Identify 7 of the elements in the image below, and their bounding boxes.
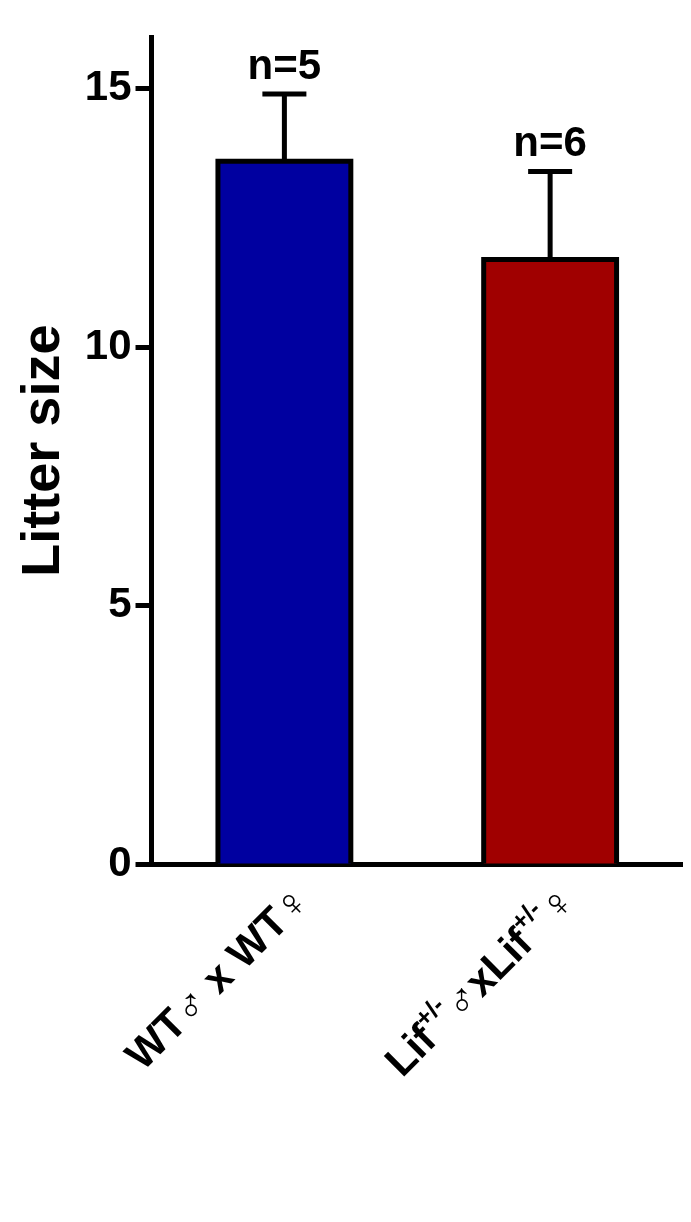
y-axis-title: Litter size: [10, 324, 71, 577]
y-tick-label: 0: [108, 837, 132, 885]
y-tick-label: 15: [84, 62, 132, 110]
y-tick-label: 10: [84, 320, 132, 368]
y-tick-label: 5: [108, 579, 132, 627]
annotation: n=5: [247, 40, 322, 88]
annotation: n=6: [513, 118, 587, 166]
